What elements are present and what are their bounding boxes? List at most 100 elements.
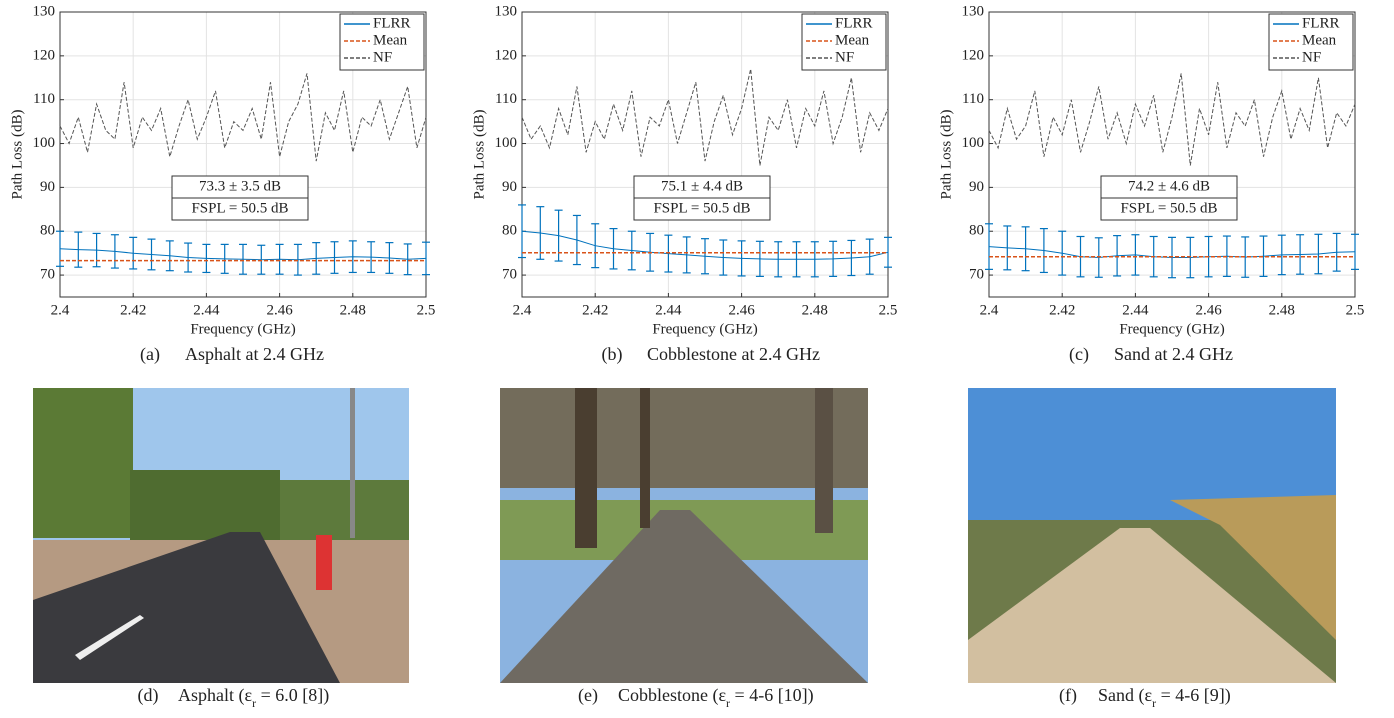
caption-part: r [726, 696, 730, 710]
pole [350, 388, 355, 538]
y-tick-label: 70 [40, 267, 55, 283]
y-tick-label: 120 [962, 47, 985, 63]
x-tick-label: 2.4 [980, 302, 999, 318]
y-tick-label: 130 [33, 3, 56, 19]
x-tick-label: 2.46 [728, 302, 755, 318]
y-tick-label: 130 [962, 3, 985, 19]
caption-part: r [1152, 696, 1156, 710]
x-tick-label: 2.42 [1049, 302, 1075, 318]
x-tick-label: 2.5 [1346, 302, 1365, 318]
series-line [59, 248, 427, 261]
x-tick-label: 2.46 [1195, 302, 1222, 318]
y-tick-label: 70 [969, 267, 984, 283]
photo-cobblestone [500, 388, 868, 683]
caption-label: (b) [602, 344, 623, 365]
series-line [988, 73, 1356, 166]
annotation: FSPL = 50.5 dB [1120, 200, 1217, 216]
series-line [59, 73, 427, 162]
y-tick-label: 130 [495, 3, 518, 19]
trees [130, 470, 280, 540]
caption-part: = 4-6 [9]) [1156, 685, 1231, 706]
x-tick-label: 2.5 [879, 302, 898, 318]
x-axis-label: Frequency (GHz) [1119, 321, 1224, 337]
error-bar [884, 236, 892, 268]
road [33, 532, 340, 683]
x-tick-label: 2.46 [266, 302, 293, 318]
sand-road [968, 528, 1336, 683]
caption-part: Cobblestone (ε [618, 685, 726, 706]
legend-label: NF [835, 49, 854, 65]
sign [316, 535, 332, 590]
photo-caption: Asphalt (εr = 6.0 [8]) [178, 685, 329, 710]
x-tick-label: 2.44 [1122, 302, 1149, 318]
axes-box [521, 11, 889, 298]
y-tick-label: 100 [33, 135, 56, 151]
trunk [575, 388, 597, 548]
y-tick-label: 90 [969, 179, 984, 195]
x-tick-label: 2.4 [51, 302, 70, 318]
axes-box [59, 11, 427, 298]
caption-part: = 6.0 [8]) [256, 685, 329, 706]
y-axis-label: Path Loss (dB) [9, 109, 25, 199]
y-tick-label: 110 [495, 91, 517, 107]
photo-sand [968, 388, 1336, 683]
caption-part: Asphalt (ε [178, 685, 252, 706]
annotation: 73.3 ± 3.5 dB [199, 178, 281, 194]
annotation: 74.2 ± 4.6 dB [1128, 178, 1210, 194]
legend-label: Mean [835, 32, 870, 48]
legend-label: NF [373, 49, 392, 65]
caption-part: Sand (ε [1098, 685, 1152, 706]
y-tick-label: 110 [962, 91, 984, 107]
photo-caption: Cobblestone (εr = 4-6 [10]) [618, 685, 814, 710]
y-axis-label: Path Loss (dB) [471, 109, 487, 199]
y-axis-label: Path Loss (dB) [938, 109, 954, 199]
caption: Asphalt at 2.4 GHz [185, 344, 324, 364]
trees [280, 480, 409, 550]
series-line [521, 68, 889, 166]
trunk [640, 388, 650, 528]
x-tick-label: 2.4 [513, 302, 532, 318]
legend-label: Mean [1302, 32, 1337, 48]
legend-label: Mean [373, 32, 408, 48]
y-tick-label: 120 [495, 47, 518, 63]
trees [33, 388, 133, 538]
photo-caption: Sand (εr = 4-6 [9]) [1098, 685, 1231, 710]
x-tick-label: 2.48 [340, 302, 366, 318]
x-tick-label: 2.48 [802, 302, 828, 318]
y-tick-label: 80 [40, 223, 55, 239]
photo-caption-label: (e) [578, 685, 598, 706]
x-tick-label: 2.42 [120, 302, 146, 318]
y-tick-label: 80 [502, 223, 517, 239]
corn [1170, 495, 1336, 640]
y-tick-label: 100 [495, 135, 518, 151]
y-tick-label: 90 [40, 179, 55, 195]
error-bar [985, 223, 993, 270]
canopy [500, 388, 868, 488]
y-tick-label: 90 [502, 179, 517, 195]
cobblestone [500, 510, 868, 683]
caption-label: (c) [1069, 344, 1089, 365]
annotation: 75.1 ± 4.4 dB [661, 178, 743, 194]
x-tick-label: 2.44 [655, 302, 682, 318]
annotation: FSPL = 50.5 dB [653, 200, 750, 216]
y-tick-label: 70 [502, 267, 517, 283]
axes-box [988, 11, 1356, 298]
x-axis-label: Frequency (GHz) [190, 321, 295, 337]
x-tick-label: 2.44 [193, 302, 220, 318]
x-axis-label: Frequency (GHz) [652, 321, 757, 337]
caption-part: = 4-6 [10]) [730, 685, 814, 706]
lane-mark [75, 615, 144, 660]
trunk [815, 388, 833, 533]
photo-caption-label: (f) [1059, 685, 1077, 706]
legend-label: FLRR [1302, 15, 1340, 31]
x-tick-label: 2.48 [1269, 302, 1295, 318]
x-tick-label: 2.42 [582, 302, 608, 318]
caption-label: (a) [140, 344, 160, 365]
legend-label: FLRR [835, 15, 873, 31]
annotation: FSPL = 50.5 dB [191, 200, 288, 216]
y-tick-label: 80 [969, 223, 984, 239]
legend-label: FLRR [373, 15, 411, 31]
y-tick-label: 100 [962, 135, 985, 151]
y-tick-label: 110 [33, 91, 55, 107]
